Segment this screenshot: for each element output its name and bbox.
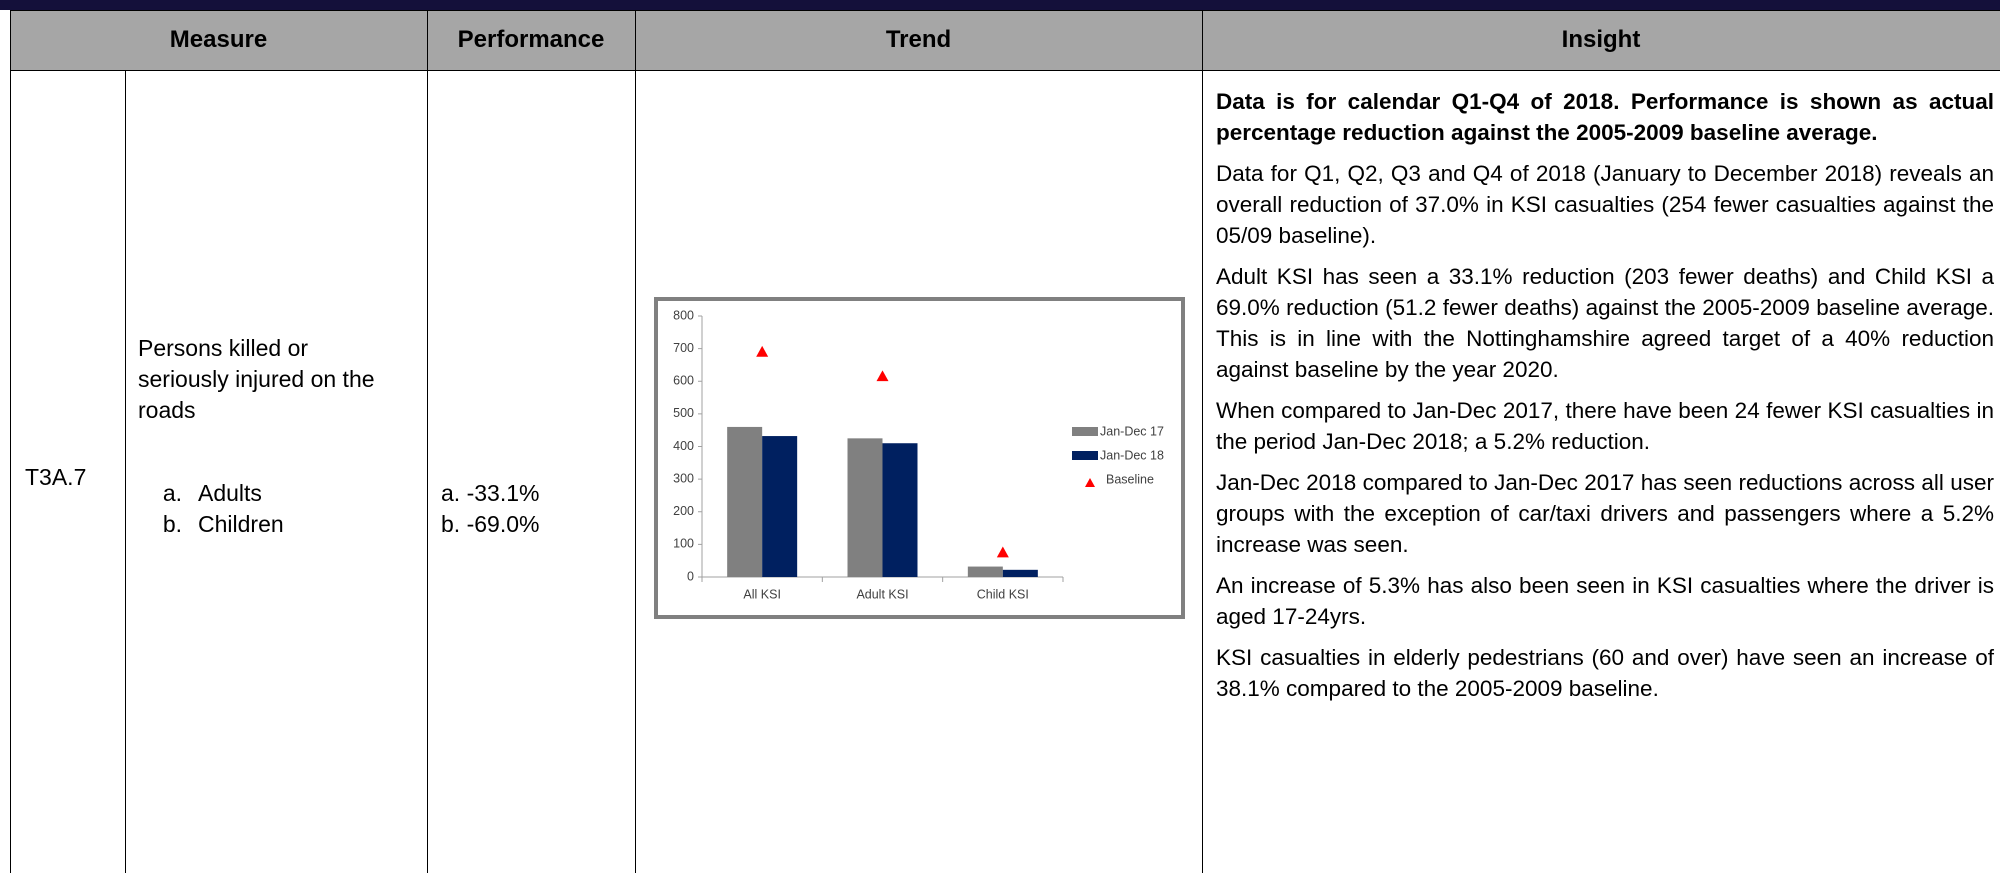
legend-swatch xyxy=(1072,451,1098,460)
insight-paragraph: KSI casualties in elderly pedestrians (6… xyxy=(1216,645,1994,701)
insight-paragraph: An increase of 5.3% has also been seen i… xyxy=(1216,573,1994,629)
insight-paragraph: Adult KSI has seen a 33.1% reduction (20… xyxy=(1216,264,1994,382)
y-tick-label: 700 xyxy=(673,341,694,355)
insight-lead: Data is for calendar Q1-Q4 of 2018. Perf… xyxy=(1216,89,1994,145)
baseline-marker xyxy=(756,345,769,357)
border xyxy=(125,70,126,873)
header-cell: Performance xyxy=(427,10,635,70)
performance: a. -33.1% b. -69.0% xyxy=(441,478,631,540)
legend-swatch xyxy=(1072,427,1098,436)
list-marker: b. xyxy=(162,511,182,537)
legend-label: Jan-Dec 17 xyxy=(1100,424,1164,438)
performance-value: b. -69.0% xyxy=(441,511,540,537)
border xyxy=(427,10,428,873)
y-tick-label: 800 xyxy=(673,308,694,322)
y-tick-label: 100 xyxy=(673,537,694,551)
border xyxy=(10,10,11,873)
list-text: Adults xyxy=(198,480,262,506)
baseline-marker xyxy=(876,370,889,382)
y-tick-label: 500 xyxy=(673,406,694,420)
border xyxy=(1202,10,1203,873)
x-tick-label: Child KSI xyxy=(977,587,1029,601)
legend-label: Baseline xyxy=(1106,472,1154,486)
bar xyxy=(847,438,883,577)
bar xyxy=(1002,569,1038,577)
y-tick-label: 600 xyxy=(673,374,694,388)
header-cell: Measure xyxy=(10,10,427,70)
header-cell: Trend xyxy=(635,10,1202,70)
list-text: Children xyxy=(198,511,284,537)
measure-text: Persons killed or seriously injured on t… xyxy=(138,335,375,423)
top-bar xyxy=(0,0,2000,10)
x-tick-label: Adult KSI xyxy=(856,587,908,601)
measure-list: a. Adults b. Children xyxy=(138,478,418,540)
insight: Data is for calendar Q1-Q4 of 2018. Perf… xyxy=(1216,86,1994,714)
chart: 0 100 200 300 400 500 600 700 800 All KSI Adult KS… xyxy=(654,297,1185,619)
border xyxy=(10,10,2000,11)
y-tick-label: 200 xyxy=(673,504,694,518)
insight-paragraph: Data for Q1, Q2, Q3 and Q4 of 2018 (Janu… xyxy=(1216,161,1994,248)
insight-paragraph: When compared to Jan-Dec 2017, there hav… xyxy=(1216,398,1994,454)
insight-paragraph: Jan-Dec 2018 compared to Jan-Dec 2017 ha… xyxy=(1216,470,1994,557)
bar xyxy=(882,443,918,577)
x-tick-label: All KSI xyxy=(743,587,781,601)
border xyxy=(635,10,636,873)
performance-value: a. -33.1% xyxy=(441,480,540,506)
bar xyxy=(727,426,763,577)
border xyxy=(10,70,2000,71)
y-tick-label: 300 xyxy=(673,471,694,485)
list-item: a. Adults xyxy=(138,478,418,509)
y-tick-label: 400 xyxy=(673,439,694,453)
y-tick-label: 0 xyxy=(687,569,694,583)
measure-code: T3A.7 xyxy=(25,464,87,490)
header-cell: Insight xyxy=(1202,10,2000,70)
baseline-marker xyxy=(996,546,1009,558)
bar xyxy=(967,566,1003,577)
list-marker: a. xyxy=(162,480,182,506)
bar xyxy=(762,436,798,577)
legend-label: Jan-Dec 18 xyxy=(1100,448,1164,462)
legend-swatch xyxy=(1085,478,1095,487)
list-item: b. Children xyxy=(138,509,418,540)
